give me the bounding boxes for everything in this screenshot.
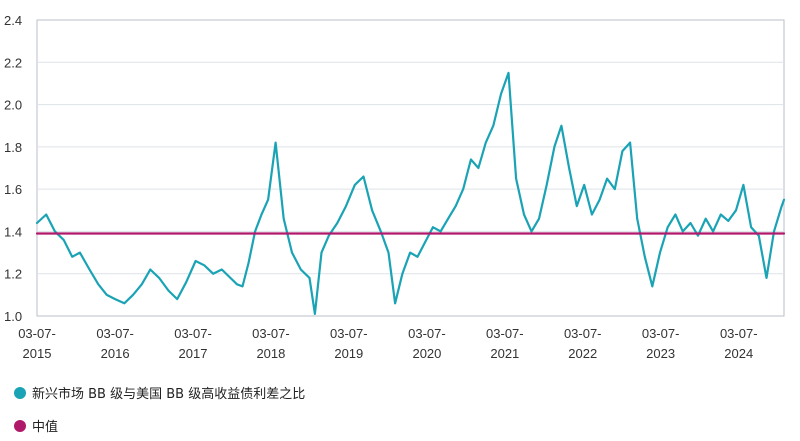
series-line-ratio bbox=[35, 71, 786, 315]
x-tick-label: 03-07- 2018 bbox=[252, 326, 290, 361]
x-tick-label: 03-07- 2020 bbox=[408, 326, 446, 361]
x-tick-label-line1: 03-07- bbox=[720, 326, 758, 341]
y-tick-label: 2.4 bbox=[4, 13, 22, 28]
x-tick-label: 03-07- 2022 bbox=[564, 326, 602, 361]
series-layer bbox=[35, 71, 786, 315]
x-tick-label-line2: 2018 bbox=[256, 346, 285, 361]
x-tick-label: 03-07- 2023 bbox=[642, 326, 680, 361]
x-tick-label-line1: 03-07- bbox=[96, 326, 134, 341]
legend-label-ratio: 新兴市场 BB 级与美国 BB 级高收益债利差之比 bbox=[32, 387, 306, 402]
x-tick-label-line2: 2019 bbox=[334, 346, 363, 361]
x-axis-ticks: 03-07- 2015 03-07- 2016 03-07- 2017 03-07- 2018… bbox=[18, 326, 757, 361]
x-tick-label-line1: 03-07- bbox=[330, 326, 368, 341]
legend-label-median: 中值 bbox=[32, 420, 59, 435]
y-axis-ticks: 1.0 1.2 1.4 1.6 1.8 2.0 2.2 2.4 bbox=[4, 13, 22, 324]
y-tick-label: 2.2 bbox=[4, 55, 22, 70]
x-tick-label-line2: 2023 bbox=[646, 346, 675, 361]
x-tick-label-line1: 03-07- bbox=[642, 326, 680, 341]
legend-swatch-magenta bbox=[14, 419, 26, 432]
x-tick-label: 03-07- 2015 bbox=[18, 326, 56, 361]
y-tick-label: 1.8 bbox=[4, 140, 22, 155]
x-tick-label: 03-07- 2016 bbox=[96, 326, 134, 361]
y-tick-label: 1.4 bbox=[4, 224, 22, 239]
y-tick-label: 1.6 bbox=[4, 182, 22, 197]
plot-frame bbox=[36, 19, 785, 317]
x-tick-label-line2: 2017 bbox=[179, 346, 208, 361]
line-chart: 1.01.21.41.61.82.02.22.4 03-07-201503-07… bbox=[4, 13, 786, 361]
x-tick-label-line1: 03-07- bbox=[252, 326, 290, 341]
x-tick-label-line2: 2022 bbox=[568, 346, 597, 361]
x-tick-label-line1: 03-07- bbox=[174, 326, 212, 341]
x-tick-label: 03-07- 2017 bbox=[174, 326, 212, 361]
legend-swatch-teal bbox=[14, 386, 26, 399]
x-tick-label-line1: 03-07- bbox=[564, 326, 602, 341]
x-tick-label: 03-07- 2019 bbox=[330, 326, 368, 361]
x-tick-label-line1: 03-07- bbox=[18, 326, 56, 341]
y-tick-label: 1.2 bbox=[4, 267, 22, 282]
legend-item-ratio: 新兴市场 BB 级与美国 BB 级高收益债利差之比 bbox=[14, 383, 305, 402]
x-tick-label-line2: 2021 bbox=[490, 346, 519, 361]
chart-area: 1.0 1.2 1.4 1.6 1.8 2.0 2.2 2.4 03-07-2015 03-07… bbox=[4, 13, 786, 361]
x-tick-label-line2: 2016 bbox=[101, 346, 130, 361]
y-tick-label: 1.0 bbox=[4, 309, 22, 324]
x-tick-label-line1: 03-07- bbox=[486, 326, 524, 341]
gridlines bbox=[37, 61, 784, 275]
x-tick-label: 03-07- 2021 bbox=[486, 326, 524, 361]
x-tick-label-line2: 2024 bbox=[724, 346, 753, 361]
x-tick-label-line2: 2020 bbox=[412, 346, 441, 361]
y-tick-label: 2.0 bbox=[4, 98, 22, 113]
x-tick-label: 03-07- 2024 bbox=[720, 326, 758, 361]
x-tick-label-line2: 2015 bbox=[23, 346, 52, 361]
legend-item-median: 中值 bbox=[14, 416, 58, 435]
x-tick-label-line1: 03-07- bbox=[408, 326, 446, 341]
